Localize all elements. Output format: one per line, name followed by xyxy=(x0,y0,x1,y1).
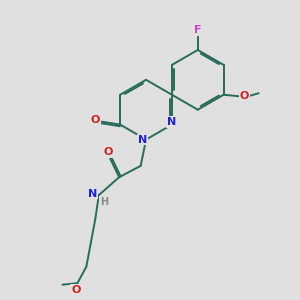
Text: O: O xyxy=(103,147,112,157)
Text: N: N xyxy=(167,117,176,127)
Text: N: N xyxy=(88,189,97,199)
Text: O: O xyxy=(240,91,249,101)
Text: N: N xyxy=(138,134,147,145)
Text: O: O xyxy=(90,115,100,125)
Text: O: O xyxy=(71,285,81,295)
Text: H: H xyxy=(100,197,108,207)
Text: F: F xyxy=(194,25,202,35)
